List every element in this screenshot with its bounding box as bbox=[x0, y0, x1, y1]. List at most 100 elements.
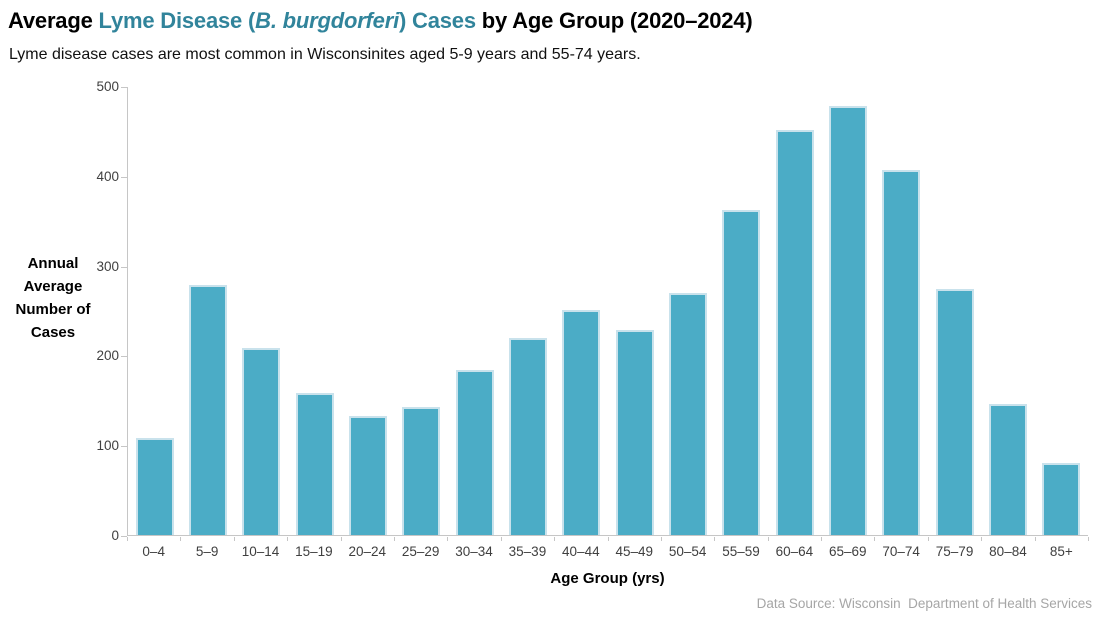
bar-slot bbox=[875, 87, 928, 535]
x-tick-label: 30–34 bbox=[455, 544, 493, 559]
bar-slot bbox=[981, 87, 1034, 535]
y-tick-label: 100 bbox=[96, 438, 119, 454]
y-axis-title-line: Annual bbox=[27, 255, 79, 272]
x-tick-label: 65–69 bbox=[829, 544, 867, 559]
x-tick-label: 75–79 bbox=[935, 544, 974, 559]
x-tickmark bbox=[714, 537, 715, 541]
x-tick-label: 25–29 bbox=[401, 544, 440, 559]
bar-70–74 bbox=[882, 170, 921, 535]
bar-slot bbox=[555, 87, 608, 535]
y-tick-label: 500 bbox=[96, 79, 119, 94]
bar-65–69 bbox=[828, 106, 867, 535]
x-tick-label: 35–39 bbox=[508, 544, 547, 559]
title-species-name: B. burgdorferi bbox=[255, 8, 399, 33]
bar-slot bbox=[928, 87, 981, 535]
bar-35–39 bbox=[508, 338, 547, 535]
x-tickmark bbox=[608, 537, 609, 541]
x-tickmark bbox=[1035, 537, 1036, 541]
plot-area bbox=[127, 87, 1088, 536]
x-tick-label: 55–59 bbox=[722, 544, 760, 559]
x-tick-label: 20–24 bbox=[348, 544, 387, 559]
bar-20–24 bbox=[348, 416, 387, 535]
bar-slot bbox=[715, 87, 768, 535]
x-tickmark bbox=[127, 537, 128, 541]
y-tick-label: 200 bbox=[96, 348, 119, 364]
x-tick-label: 15–19 bbox=[295, 544, 333, 559]
x-tickmark bbox=[180, 537, 181, 541]
x-tickmark bbox=[874, 537, 875, 541]
bar-45–49 bbox=[615, 330, 654, 535]
x-axis-labels: 0–4 5–9 10–14 15–19 20–24 25–29 30–34 35–39 40–4… bbox=[127, 544, 1088, 559]
y-tickmark bbox=[121, 356, 127, 357]
bar-55–59 bbox=[722, 210, 761, 535]
bar-30–34 bbox=[455, 370, 494, 535]
bar-40–44 bbox=[562, 310, 601, 535]
x-tickmark bbox=[1088, 537, 1089, 541]
x-tickmark bbox=[661, 537, 662, 541]
y-tick-label: 400 bbox=[96, 168, 119, 184]
title-suffix: by Age Group (2020–2024) bbox=[475, 8, 753, 33]
bar-slot bbox=[288, 87, 341, 535]
bar-slot bbox=[768, 87, 821, 535]
y-tickmark bbox=[121, 87, 127, 88]
bar-80–84 bbox=[988, 404, 1027, 535]
bar-slot bbox=[821, 87, 874, 535]
y-tickmark bbox=[121, 177, 127, 178]
chart-title: Average Lyme Disease (B. burgdorferi) Ca… bbox=[8, 8, 753, 34]
bar-85+ bbox=[1042, 463, 1081, 535]
x-tickmark bbox=[394, 537, 395, 541]
x-tickmark bbox=[501, 537, 502, 541]
title-highlight-post: ) Cases bbox=[399, 8, 476, 33]
title-highlight-pre: Lyme Disease ( bbox=[98, 8, 256, 33]
x-tick-label: 45–49 bbox=[615, 544, 653, 559]
x-tickmark bbox=[554, 537, 555, 541]
x-tick-label: 50–54 bbox=[668, 544, 707, 559]
data-source: Data Source: Wisconsin Department of Hea… bbox=[756, 596, 1092, 611]
x-tick-label: 70–74 bbox=[882, 544, 920, 559]
x-tick-label: 80–84 bbox=[989, 544, 1027, 559]
y-tickmark bbox=[121, 446, 127, 447]
bar-slot bbox=[395, 87, 448, 535]
x-tick-label: 5–9 bbox=[195, 544, 219, 559]
bar-10–14 bbox=[242, 348, 281, 535]
bar-15–19 bbox=[295, 393, 334, 535]
y-tick-label: 0 bbox=[111, 528, 119, 543]
bar-50–54 bbox=[668, 293, 707, 535]
bar-60–64 bbox=[775, 130, 814, 535]
y-tickmark bbox=[121, 267, 127, 268]
y-axis-title-line: Number of bbox=[15, 301, 91, 318]
x-tickmark bbox=[981, 537, 982, 541]
title-prefix: Average bbox=[8, 8, 99, 33]
x-tick-label: 85+ bbox=[1049, 544, 1073, 559]
x-tickmark bbox=[821, 537, 822, 541]
bar-slot bbox=[501, 87, 554, 535]
bar-slot bbox=[235, 87, 288, 535]
bar-slot bbox=[181, 87, 234, 535]
bar-slot bbox=[448, 87, 501, 535]
x-tickmark bbox=[447, 537, 448, 541]
y-tickmark bbox=[121, 536, 127, 537]
bar-0–4 bbox=[135, 438, 174, 535]
x-tickmark bbox=[928, 537, 929, 541]
x-tickmark bbox=[341, 537, 342, 541]
x-tick-label: 10–14 bbox=[241, 544, 280, 559]
x-tick-label: 40–44 bbox=[562, 544, 600, 559]
x-tickmark bbox=[234, 537, 235, 541]
bar-5–9 bbox=[188, 285, 227, 535]
y-tick-label: 300 bbox=[96, 258, 119, 274]
bar-slot bbox=[341, 87, 394, 535]
y-axis-title-line: Cases bbox=[30, 324, 76, 341]
bar-slot bbox=[1035, 87, 1088, 535]
bar-slot bbox=[128, 87, 181, 535]
y-axis-title: Annual Average Number of Cases bbox=[0, 252, 106, 344]
bar-slot bbox=[661, 87, 714, 535]
x-tickmark bbox=[287, 537, 288, 541]
x-axis-title: Age Group (yrs) bbox=[550, 570, 665, 587]
x-tick-label: 60–64 bbox=[775, 544, 814, 559]
bar-25–29 bbox=[402, 407, 441, 535]
bar-slot bbox=[608, 87, 661, 535]
x-tick-label: 0–4 bbox=[142, 544, 165, 559]
x-tickmark bbox=[768, 537, 769, 541]
bar-75–79 bbox=[935, 289, 974, 535]
